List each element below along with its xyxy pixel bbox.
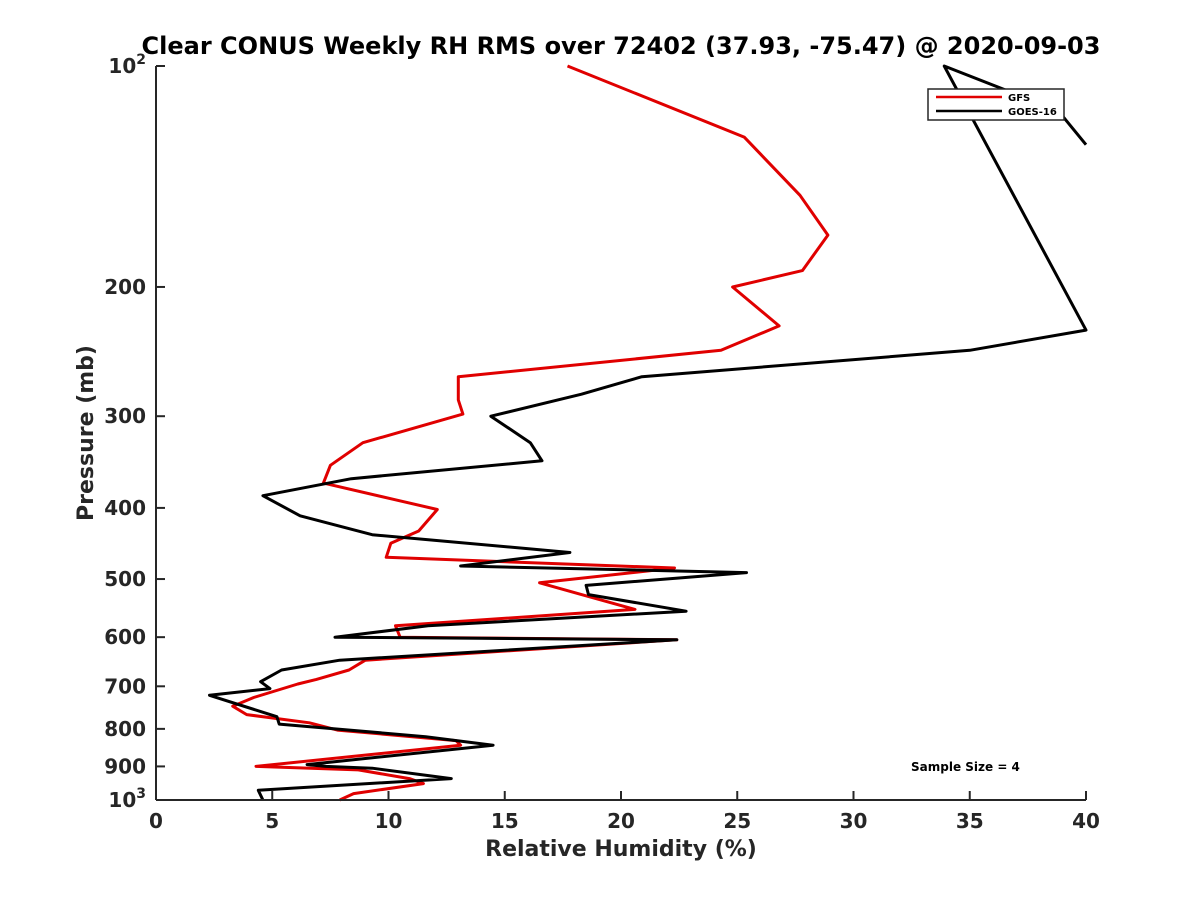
sample-size-annotation: Sample Size = 4 [911, 760, 1020, 774]
y-tick-label: 600 [104, 625, 146, 649]
series-layer [208, 64, 1088, 802]
x-tick-label: 5 [265, 809, 279, 833]
legend-label-gfs: GFS [1008, 93, 1030, 104]
x-axis-title: Relative Humidity (%) [485, 837, 757, 862]
series-line-goes-16 [208, 64, 1088, 801]
x-tick-label: 40 [1072, 809, 1100, 833]
legend: GFS GOES-16 [927, 88, 1065, 121]
x-ticks: 0 5 10 15 20 25 30 35 40 [149, 791, 1100, 833]
y-tick-label: 300 [104, 404, 146, 428]
x-tick-label: 35 [956, 809, 984, 833]
x-tick-label: 20 [607, 809, 635, 833]
legend-label-goes-16: GOES-16 [1008, 107, 1057, 118]
y-tick-label: 200 [104, 275, 146, 299]
y-tick-label: 500 [104, 567, 146, 591]
y-tick-label: 400 [104, 496, 146, 520]
y-tick-label: 800 [104, 717, 146, 741]
x-tick-label: 25 [723, 809, 751, 833]
y-tick-label: 900 [104, 754, 146, 778]
x-tick-label: 15 [491, 809, 519, 833]
y-tick-label: 700 [104, 674, 146, 698]
x-tick-label: 10 [375, 809, 403, 833]
y-axis-title: Pressure (mb) [74, 345, 99, 521]
x-tick-label: 0 [149, 809, 163, 833]
legend-box [927, 88, 1065, 121]
chart-title: Clear CONUS Weekly RH RMS over 72402 (37… [142, 32, 1101, 60]
x-tick-label: 30 [840, 809, 868, 833]
